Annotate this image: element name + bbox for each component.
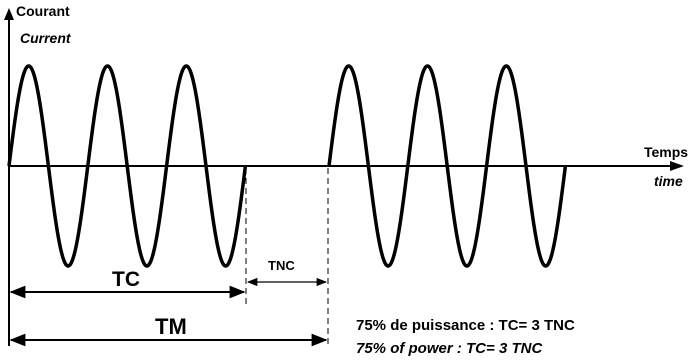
tc-label: TC: [112, 268, 140, 291]
caption-english: 75% of power : TC= 3 TNC: [356, 340, 543, 357]
sine-burst-conducting-2: [327, 64, 568, 268]
caption-french: 75% de puissance : TC= 3 TNC: [356, 317, 575, 334]
x-axis-arrowhead: [670, 161, 684, 171]
x-axis-label-fr: Temps: [644, 144, 688, 160]
tnc-label: TNC: [268, 258, 295, 273]
tm-label: TM: [155, 314, 187, 339]
sine-burst-conducting-1: [7, 64, 248, 268]
x-axis-label-en: time: [654, 173, 683, 189]
y-axis-label-fr: Courant: [16, 3, 70, 19]
y-axis-arrowhead: [4, 8, 14, 20]
y-axis-label-en: Current: [20, 30, 72, 46]
